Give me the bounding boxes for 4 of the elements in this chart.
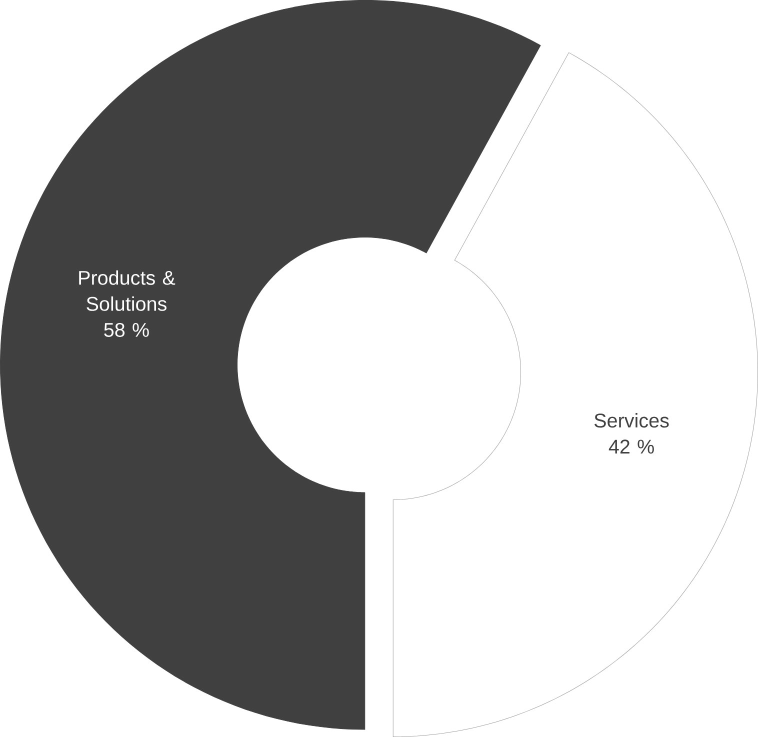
data-label: 58 %: [104, 322, 149, 337]
data-label: 42 %: [608, 440, 654, 454]
slice-label: Services: [594, 413, 669, 428]
slice-label: Products & Solutions: [79, 270, 176, 311]
